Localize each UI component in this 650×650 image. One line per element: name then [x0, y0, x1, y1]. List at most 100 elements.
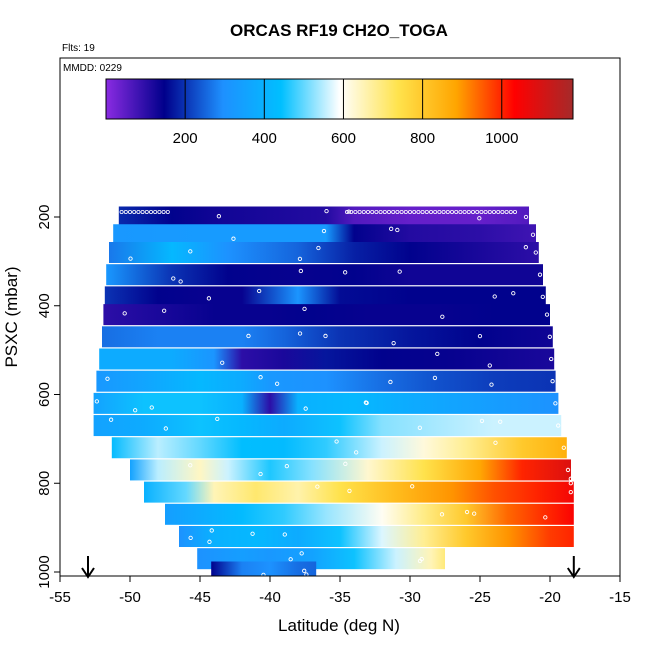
sample-marker	[357, 209, 362, 214]
sample-marker	[389, 226, 394, 231]
sample-marker	[543, 515, 548, 520]
sample-marker	[549, 356, 554, 362]
sample-marker	[140, 209, 145, 214]
sample-marker	[386, 209, 391, 214]
sample-marker	[395, 227, 400, 233]
x-tick-label: -20	[539, 589, 561, 606]
colorbar-tick-label: 1000	[485, 130, 518, 147]
sample-marker	[282, 532, 287, 537]
colorbar-tick-label: 400	[252, 130, 277, 147]
arrow-head	[81, 567, 95, 579]
sample-marker	[246, 333, 251, 339]
sample-marker	[323, 333, 328, 339]
sample-marker	[370, 209, 375, 214]
sample-marker	[544, 312, 550, 317]
colorbar-tick-label: 600	[331, 130, 356, 147]
sample-marker	[511, 291, 516, 296]
colorbar-ticks: 200 400 600 800 1000	[173, 79, 518, 147]
sample-marker	[500, 209, 505, 214]
sample-marker	[298, 268, 304, 274]
sample-marker	[334, 439, 339, 444]
sample-marker	[346, 209, 351, 214]
sample-marker	[364, 400, 369, 406]
flights-note: Flts: 19	[62, 43, 95, 54]
heatmap-band	[104, 286, 546, 308]
colorbar-tick-label: 200	[173, 130, 198, 147]
sample-marker	[477, 216, 482, 221]
sample-marker	[466, 209, 471, 214]
sample-marker	[209, 528, 214, 533]
sample-marker	[477, 333, 483, 339]
sample-marker	[498, 419, 503, 424]
sample-marker	[435, 351, 440, 356]
sample-marker	[530, 232, 536, 237]
sample-marker	[304, 572, 309, 576]
sample-marker	[388, 379, 393, 385]
y-axis-label: PSXC (mbar)	[2, 266, 21, 367]
sample-marker	[556, 423, 561, 428]
sample-marker	[472, 511, 477, 516]
sample-marker	[432, 375, 438, 381]
sample-marker	[171, 276, 176, 281]
sample-marker	[343, 461, 348, 466]
heatmap-band	[99, 348, 555, 370]
y-axis: 200 400 600 800 1000	[36, 58, 61, 589]
sample-marker	[437, 209, 442, 214]
sample-marker	[215, 416, 220, 422]
heatmap-band	[165, 503, 574, 525]
sample-marker	[483, 209, 488, 214]
sample-marker	[424, 209, 429, 214]
heatmap-band	[130, 459, 571, 481]
heatmap-band	[179, 526, 574, 547]
sample-marker	[178, 279, 183, 284]
colorbar-tick-label: 800	[410, 130, 435, 147]
heatmap-band	[103, 304, 551, 326]
sample-marker	[565, 467, 571, 473]
sample-marker	[261, 572, 266, 576]
sample-marker	[128, 256, 133, 261]
sample-marker	[274, 381, 280, 386]
sample-marker	[258, 471, 263, 477]
y-tick-label: 1000	[36, 555, 53, 588]
sample-marker	[157, 209, 162, 214]
sample-marker	[163, 426, 168, 431]
sample-marker	[449, 209, 454, 214]
x-tick-label: -40	[259, 589, 281, 606]
sample-marker	[547, 334, 552, 339]
sample-marker	[487, 363, 492, 368]
sample-marker	[105, 376, 110, 381]
sample-marker	[119, 209, 124, 214]
sample-marker	[144, 209, 149, 214]
heatmap-band	[111, 437, 567, 459]
sample-marker	[321, 228, 327, 234]
sample-marker	[108, 417, 114, 422]
sample-marker	[122, 311, 127, 316]
sample-marker	[479, 418, 485, 424]
sample-marker	[347, 488, 352, 494]
x-tick-label: -25	[469, 589, 491, 606]
y-tick-label: 400	[36, 293, 53, 318]
sample-marker	[148, 209, 153, 214]
sample-marker	[216, 214, 222, 219]
heatmap-band	[118, 206, 530, 228]
heatmap-band	[96, 370, 556, 392]
colorbar: 200 400 600 800 1000	[105, 78, 574, 147]
sample-marker	[324, 208, 329, 214]
sample-marker	[397, 269, 402, 274]
sample-marker	[561, 445, 566, 450]
sample-marker	[470, 209, 475, 214]
sample-marker	[220, 360, 225, 365]
sample-marker	[395, 209, 400, 214]
sample-marker	[361, 209, 366, 214]
sample-marker	[127, 209, 132, 214]
sample-marker	[391, 341, 396, 346]
heatmap-band	[93, 415, 562, 437]
sample-marker	[454, 209, 459, 214]
sample-marker	[258, 375, 263, 380]
heatmap-band	[109, 242, 539, 263]
sample-marker	[149, 405, 154, 410]
sample-marker	[399, 209, 404, 214]
heatmap-band	[93, 392, 559, 414]
sample-marker	[491, 209, 496, 214]
